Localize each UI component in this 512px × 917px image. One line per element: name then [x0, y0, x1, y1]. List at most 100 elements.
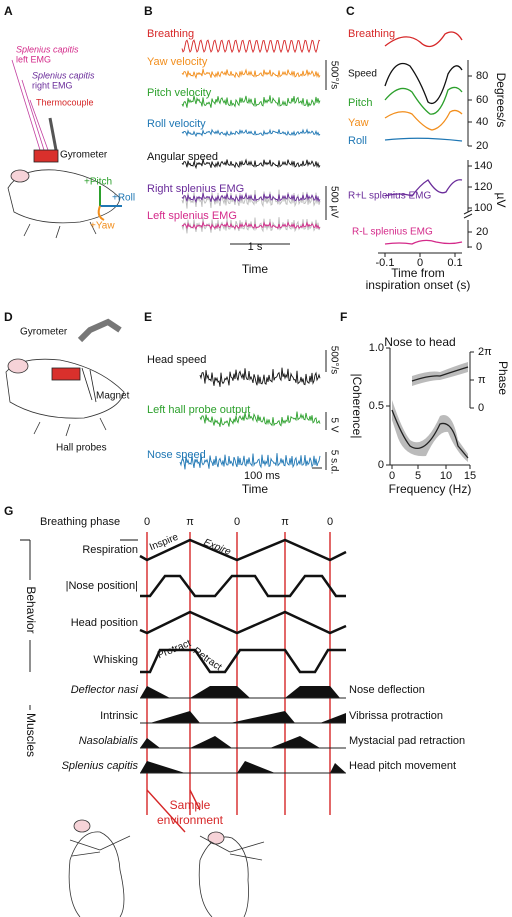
panel-e-text: Head speed: [147, 354, 206, 366]
panel-c-text: Time from: [391, 266, 445, 280]
panel-g-text: 0: [234, 516, 240, 528]
panel-g-text: |Nose position|: [66, 580, 138, 592]
yaw-trace: [181, 68, 321, 80]
panel-g-text: π: [186, 516, 194, 528]
panel-f-text: 1.0: [369, 342, 384, 354]
panel-c-text: 60: [476, 94, 488, 106]
panel-f-axes: [386, 347, 474, 469]
panel-c-text: µV: [494, 193, 508, 208]
panel-a-text: Splenius capitis: [32, 70, 95, 80]
panel-c-text: 100: [474, 202, 492, 214]
panel-f-text: 0.5: [369, 400, 384, 412]
scale-bars: [230, 60, 327, 470]
panel-b-text: Right splenius EMG: [147, 183, 244, 195]
panel-g-text: Nasolabialis: [79, 735, 139, 747]
panel-c-text: 40: [476, 116, 488, 128]
panel-f-text: π: [478, 374, 486, 386]
panel-g-text: G: [4, 504, 13, 518]
panel-a-text: +Roll: [112, 193, 135, 204]
panel-b-text: B: [144, 4, 153, 18]
panel-b-text: Yaw velocity: [147, 56, 208, 68]
panel-b-text: Breathing: [147, 28, 194, 40]
panel-g-text: 0: [327, 516, 333, 528]
panel-a-text: A: [4, 4, 13, 18]
panel-c-text: 0: [417, 257, 423, 269]
panel-e-text: Left hall probe output: [147, 404, 250, 416]
panel-g-text: π: [281, 516, 289, 528]
panel-c-text: C: [346, 4, 355, 18]
panel-b-text: Roll velocity: [147, 118, 206, 130]
panel-d-text: Gyrometer: [20, 327, 68, 338]
emg-right-trace: [181, 192, 321, 204]
breathing-trace: [181, 39, 321, 54]
panel-c-text: 120: [474, 181, 492, 193]
panel-e-text: 500°/s: [328, 346, 339, 374]
panel-b-text: Time: [242, 262, 269, 276]
panel-a-text: +Yaw: [90, 221, 115, 232]
panel-f-text: 5: [415, 470, 421, 482]
panel-a-text: right EMG: [32, 80, 73, 90]
panel-a-text: left EMG: [16, 54, 51, 64]
panel-c-text: Yaw: [348, 117, 369, 129]
muscle-activity: [140, 686, 346, 773]
panel-e-text: 100 ms: [244, 470, 281, 482]
behavior-waves: [20, 538, 347, 674]
panel-f-text: F: [340, 310, 347, 324]
panel-b-text: 500°/s: [328, 61, 339, 89]
emg-left-raw: [181, 217, 321, 234]
panel-c-curves: [384, 31, 463, 245]
panel-g-text: environment: [157, 813, 224, 827]
panel-g-text: Nose deflection: [349, 684, 425, 696]
panel-g-text: Respiration: [82, 544, 138, 556]
panel-c-text: Degrees/s: [494, 73, 508, 128]
nose-speed-trace: [179, 453, 321, 470]
panel-f-text: 0: [478, 402, 484, 414]
panel-g-text: Deflector nasi: [71, 684, 139, 696]
panel-c-text: inspiration onset (s): [366, 278, 471, 292]
panel-e-text: Time: [242, 482, 269, 496]
panel-c-text: Pitch: [348, 97, 372, 109]
panel-c-text: 20: [476, 226, 488, 238]
panel-g-text: Whisking: [93, 654, 138, 666]
panel-e-text: 5 s.d.: [328, 450, 339, 474]
panel-f-text: |Coherence|: [350, 374, 364, 439]
panel-d-text: D: [4, 310, 13, 324]
head-speed-trace: [199, 367, 321, 387]
panel-g-text: Expire: [202, 537, 233, 558]
panel-c-text: R-L splenius EMG: [352, 227, 433, 238]
speed-trace: [181, 158, 321, 170]
baselines: [29, 540, 346, 774]
panel-a-text: Thermocouple: [36, 97, 94, 107]
panel-f-text: 0: [378, 459, 384, 471]
panel-c-text: 20: [476, 140, 488, 152]
panel-f-text: 15: [464, 470, 476, 482]
panel-g-text: Protract: [156, 638, 193, 661]
panel-g-text: Breathing phase: [40, 516, 120, 528]
panel-c-text: 80: [476, 70, 488, 82]
panel-d-text: Hall probes: [56, 443, 107, 454]
panel-b-text: 1 s: [248, 241, 263, 253]
panel-g-text: Vibrissa protraction: [349, 710, 443, 722]
panel-g-text: 0: [144, 516, 150, 528]
panel-c-axes: [378, 60, 473, 257]
panel-f-text: Nose to head: [384, 335, 455, 349]
panel-g-text: Splenius capitis: [62, 760, 139, 772]
mouse-sketch-a: [7, 59, 122, 239]
panel-e-text: Nose speed: [147, 449, 206, 461]
panel-d-text: Magnet: [96, 391, 130, 402]
panel-c-text: Roll: [348, 135, 367, 147]
panel-g-text: Head pitch movement: [349, 760, 456, 772]
phase-lines: [146, 532, 331, 833]
panel-e-text: E: [144, 310, 152, 324]
panel-b-text: Left splenius EMG: [147, 210, 237, 222]
panel-c-text: R+L splenius EMG: [348, 191, 431, 202]
panel-g-text: Intrinsic: [100, 710, 138, 722]
panel-g-text: Muscles: [24, 713, 38, 757]
panel-a-text: Gyrometer: [60, 150, 108, 161]
panel-f-text: 0: [389, 470, 395, 482]
panel-b-text: Pitch velocity: [147, 87, 212, 99]
hall-trace: [199, 411, 321, 427]
panel-a-text: Splenius capitis: [16, 44, 79, 54]
panel-b-text: 500 µV: [328, 186, 339, 218]
